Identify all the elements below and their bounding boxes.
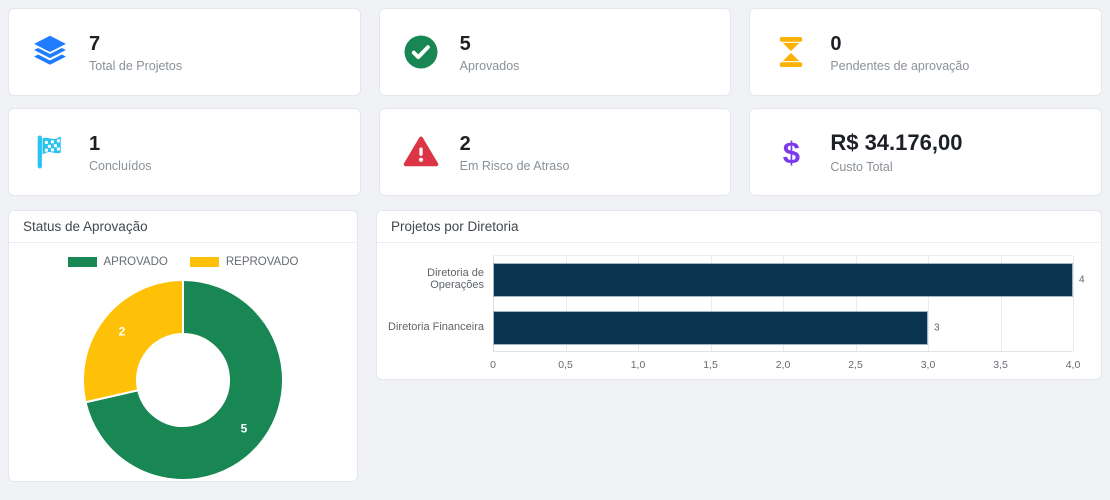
- gridline: [928, 256, 929, 351]
- gridline: [638, 256, 639, 351]
- x-tick-label: 2,5: [848, 359, 863, 371]
- x-tick-label: 2,0: [775, 359, 791, 371]
- bar-value-label: 4: [1079, 274, 1085, 286]
- warning-triangle-icon: [400, 134, 442, 170]
- legend-swatch: [67, 257, 97, 267]
- stat-label: Pendentes de aprovação: [830, 58, 970, 73]
- legend-item-reprovado[interactable]: REPROVADO: [189, 256, 299, 268]
- check-circle-icon: [400, 34, 442, 70]
- stat-value: 0: [830, 32, 842, 55]
- bar-chart-body: Diretoria de Operações Diretoria Financei…: [377, 243, 1101, 380]
- x-tick-label: 0: [490, 359, 496, 371]
- donut-slice-aprovado[interactable]: [84, 279, 284, 481]
- chart-legend: APROVADO REPROVADO: [19, 251, 347, 273]
- x-tick-label: 3,0: [920, 359, 936, 371]
- legend-item-aprovado[interactable]: APROVADO: [67, 256, 168, 268]
- donut-slice-value: 2: [119, 324, 126, 338]
- stat-card-concluidos: 1 Concluídos: [8, 108, 361, 196]
- bar-value-label: 3: [934, 322, 940, 334]
- panel-title: Projetos por Diretoria: [377, 211, 1101, 243]
- donut-slice-reprovado[interactable]: [82, 279, 184, 404]
- stat-value: 5: [459, 32, 471, 55]
- x-tick-label: 0,5: [558, 359, 573, 371]
- x-tick-label: 3,5: [993, 359, 1008, 371]
- gridline: [710, 256, 712, 351]
- gridline: [1000, 256, 1002, 351]
- gridline: [783, 256, 784, 351]
- stat-label: Aprovados: [459, 58, 520, 73]
- stat-card-pendentes: 0 Pendentes de aprovação: [749, 8, 1102, 96]
- legend-label: REPROVADO: [225, 256, 299, 268]
- x-tick-label: 1,0: [630, 359, 646, 371]
- legend-swatch: [189, 257, 219, 267]
- stat-value: R$ 34.176,00: [830, 130, 963, 156]
- stat-card-em-risco: 2 Em Risco de Atraso: [378, 108, 732, 196]
- bar-category-label: Diretoria de Operações: [427, 267, 484, 291]
- stat-label: Custo Total: [830, 159, 893, 174]
- stat-value: 1: [89, 132, 101, 155]
- stat-card-custo-total: $ R$ 34.176,00 Custo Total: [749, 108, 1102, 196]
- gridline: [493, 256, 494, 351]
- gridline: [565, 256, 567, 351]
- bar-chart-plot[interactable]: 4 3 0 0,5 1,0 1,5 2,0 2,5 3,0 3,5 4,0: [490, 255, 1085, 376]
- bar-category-labels: Diretoria de Operações Diretoria Financei…: [387, 255, 493, 376]
- gridline: [855, 256, 857, 351]
- dollar-icon: $: [782, 134, 800, 170]
- bar-1[interactable]: [493, 263, 1073, 297]
- x-tick-label: 4,0: [1065, 359, 1081, 371]
- donut-slice-value: 5: [241, 422, 248, 436]
- legend-label: APROVADO: [103, 256, 168, 268]
- bar-row: 3: [493, 304, 1073, 352]
- stat-label: Em Risco de Atraso: [459, 158, 570, 173]
- stat-card-total-projetos: 7 Total de Projetos: [8, 8, 361, 96]
- layers-icon: [29, 34, 71, 70]
- bar-category-label: Diretoria Financeira: [388, 321, 484, 333]
- bar-row: 4: [493, 256, 1085, 304]
- stat-value: 2: [459, 132, 471, 155]
- panel-title: Status de Aprovação: [9, 211, 357, 243]
- stat-card-aprovados: 5 Aprovados: [378, 8, 732, 96]
- stat-value: 7: [89, 32, 101, 55]
- x-axis-ticks: 0 0,5 1,0 1,5 2,0 2,5 3,0 3,5 4,0: [490, 352, 1080, 376]
- stats-grid: 7 Total de Projetos 5 Aprovados 0: [8, 8, 1102, 196]
- bar-2[interactable]: [493, 311, 928, 345]
- projects-by-directorate-panel: Projetos por Diretoria Diretoria de Oper…: [376, 210, 1102, 380]
- checkered-flag-icon: [29, 134, 71, 170]
- gridline: [1073, 256, 1074, 351]
- stat-label: Total de Projetos: [89, 58, 183, 73]
- stat-label: Concluídos: [89, 158, 152, 173]
- x-tick-label: 1,5: [703, 359, 718, 371]
- hourglass-icon: [770, 35, 812, 69]
